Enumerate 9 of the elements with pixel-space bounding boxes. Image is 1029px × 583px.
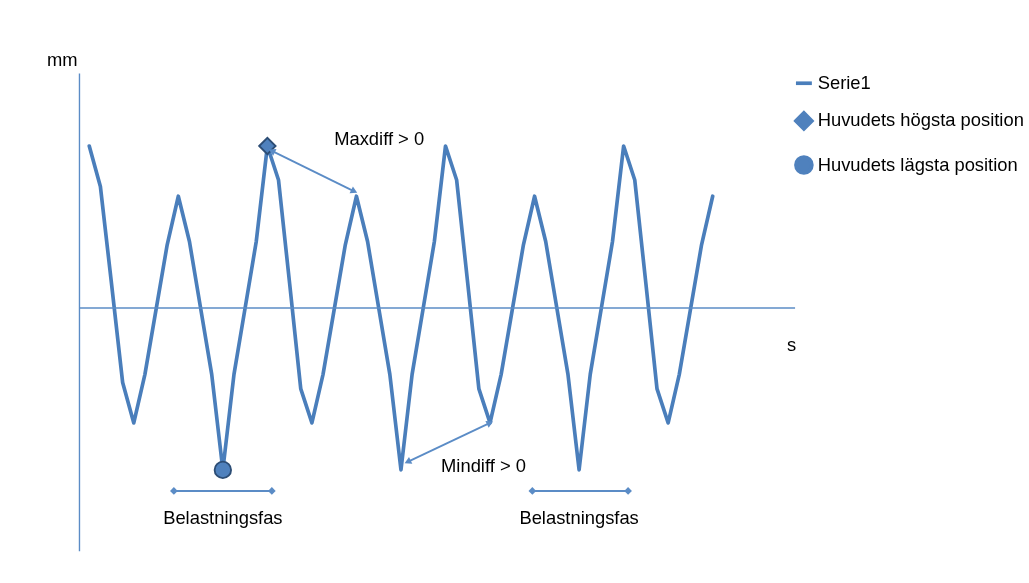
annotation: Maxdiff > 0 [334,128,425,150]
legend-label: Huvudets lägsta position [817,153,1018,175]
x-axis-title: s [786,333,797,355]
legend-label: Serie1 [817,71,871,93]
annotation: Mindiff > 0 [441,455,526,477]
legend-label: Huvudets högsta position [817,109,1024,131]
text: Belastningsfas [163,507,283,529]
y-axis-title: mm [47,49,78,71]
text: Belastningsfas [519,507,639,529]
